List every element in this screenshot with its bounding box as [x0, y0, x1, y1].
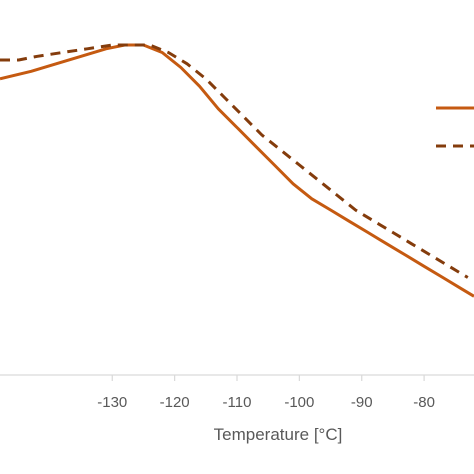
x-axis-title: Temperature [°C]	[214, 425, 343, 444]
x-tick-label: -120	[160, 394, 190, 411]
legend	[436, 106, 474, 148]
x-tick-label: -90	[351, 394, 373, 411]
x-axis: -130 -120 -110 -100 -90 -80	[0, 374, 474, 411]
x-tick-label: -130	[97, 394, 127, 411]
series-line-1	[0, 43, 474, 298]
x-tick-label: -100	[284, 394, 314, 411]
x-tick-label: -80	[413, 394, 435, 411]
plot-area	[0, 43, 474, 298]
x-tick-label: -110	[223, 394, 252, 411]
series-line-2	[0, 43, 469, 279]
